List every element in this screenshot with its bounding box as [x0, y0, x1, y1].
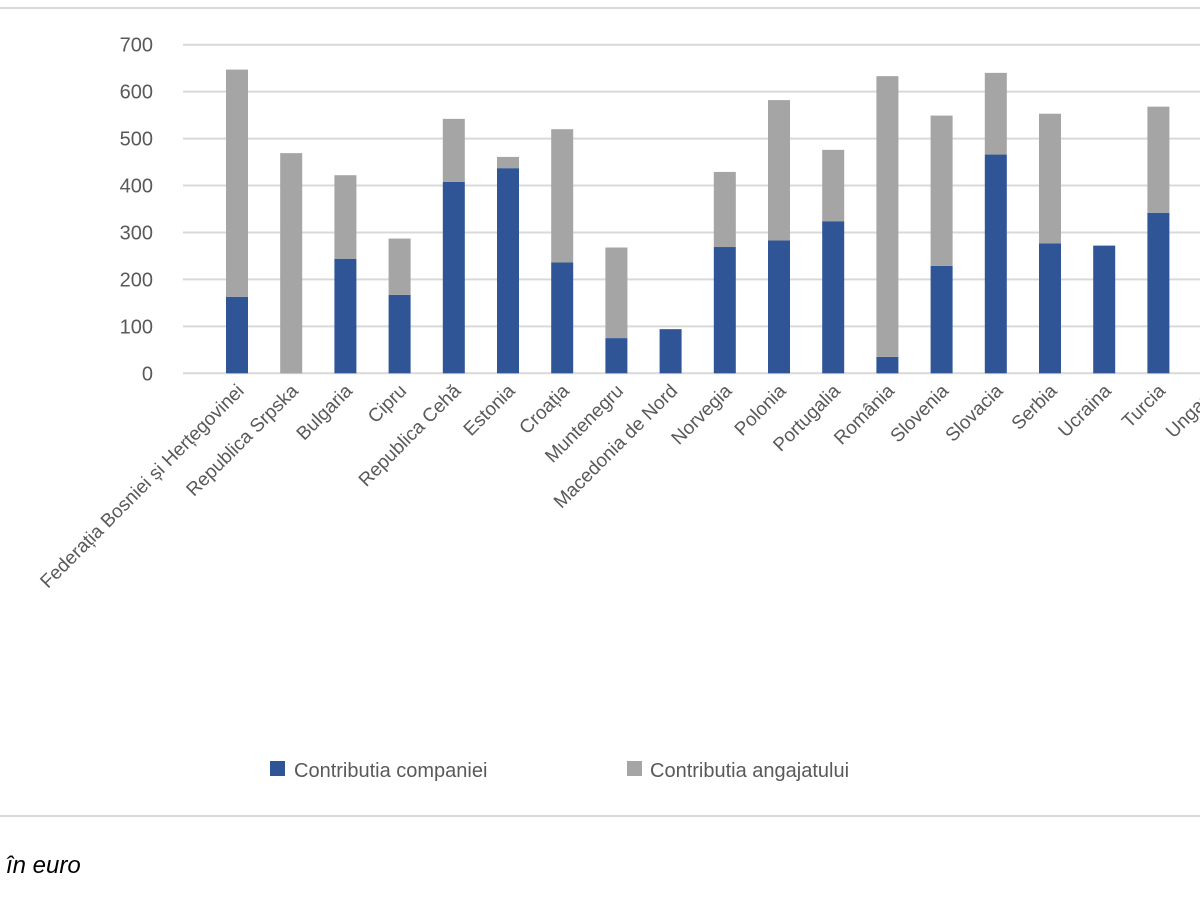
bar-segment-companiei [388, 294, 411, 374]
x-category-label: Republica Cehă [355, 380, 466, 491]
x-category-label: Bulgaria [293, 380, 357, 444]
bar-segment-angajatului [334, 175, 357, 259]
bar-segment-angajatului [388, 238, 411, 295]
bar-segment-angajatului [605, 247, 628, 339]
bar-segment-angajatului [930, 115, 953, 266]
bar-segment-companiei [768, 240, 790, 374]
bar-segment-angajatului [497, 156, 519, 169]
legend-swatch-angajatului [627, 761, 642, 776]
legend-label-angajatului: Contributia angajatului [650, 760, 849, 782]
x-category-label: Ungaria [1162, 380, 1200, 442]
y-tick-label: 600 [120, 82, 153, 104]
x-category-label: Slovenia [887, 380, 954, 447]
y-tick-label: 700 [120, 35, 153, 57]
bar-segment-companiei [659, 329, 682, 374]
x-category-label: Estonia [460, 380, 520, 440]
y-tick-label: 100 [120, 316, 153, 338]
bar-segment-companiei [442, 181, 465, 374]
legend: Contributia companiei Contributia angaja… [270, 760, 849, 782]
x-category-label: Cipru [364, 381, 411, 428]
bar-segment-companiei [713, 247, 736, 374]
bar-segment-companiei [1039, 243, 1061, 374]
bar-segment-angajatului [984, 72, 1007, 155]
x-category-label: Turcia [1118, 380, 1170, 432]
x-axis-labels: Federația Bosniei și Herțegovinei Republi… [37, 380, 1200, 592]
bar-segment-angajatului [1147, 106, 1170, 213]
bar-segment-companiei [984, 154, 1007, 374]
y-tick-label: 500 [120, 129, 153, 151]
x-category-label: Slovacia [942, 380, 1008, 446]
bar-segment-companiei [930, 265, 953, 374]
caption: i în euro [0, 852, 81, 879]
bar-segment-companiei [551, 262, 574, 374]
bar-segment-angajatului [768, 100, 790, 241]
x-category-label: Norvegia [668, 380, 737, 449]
y-axis-ticks: 0 100 200 300 400 500 600 700 [120, 35, 153, 386]
bar-segment-companiei [1093, 245, 1116, 374]
bar-segment-angajatului [442, 118, 465, 182]
legend-label-companiei: Contributia companiei [294, 760, 487, 782]
y-tick-label: 200 [120, 269, 153, 291]
bar-segment-angajatului [822, 149, 845, 222]
bar-segment-angajatului [876, 76, 899, 357]
x-category-label: Serbia [1008, 380, 1062, 434]
y-tick-label: 400 [120, 176, 153, 198]
x-category-label: Ucraina [1055, 380, 1116, 441]
bar-segment-companiei [334, 258, 357, 374]
bar-segment-angajatului [226, 69, 248, 297]
bar-segment-angajatului [280, 153, 303, 374]
bar-segment-angajatului [1039, 113, 1061, 244]
bar-segment-angajatului [713, 171, 736, 248]
bar-segment-angajatului [551, 129, 574, 263]
bar-segment-companiei [822, 221, 845, 374]
legend-swatch-companiei [270, 761, 285, 776]
bar-segment-companiei [226, 296, 248, 374]
y-tick-label: 300 [120, 222, 153, 244]
x-category-label: Federația Bosniei și Herțegovinei [37, 381, 249, 593]
x-category-label: România [830, 380, 899, 449]
bar-segment-companiei [876, 356, 899, 374]
bars [226, 69, 1170, 374]
y-tick-label: 0 [142, 363, 153, 385]
bar-segment-companiei [497, 168, 519, 374]
bar-segment-companiei [1147, 212, 1170, 374]
bar-segment-companiei [605, 338, 628, 374]
